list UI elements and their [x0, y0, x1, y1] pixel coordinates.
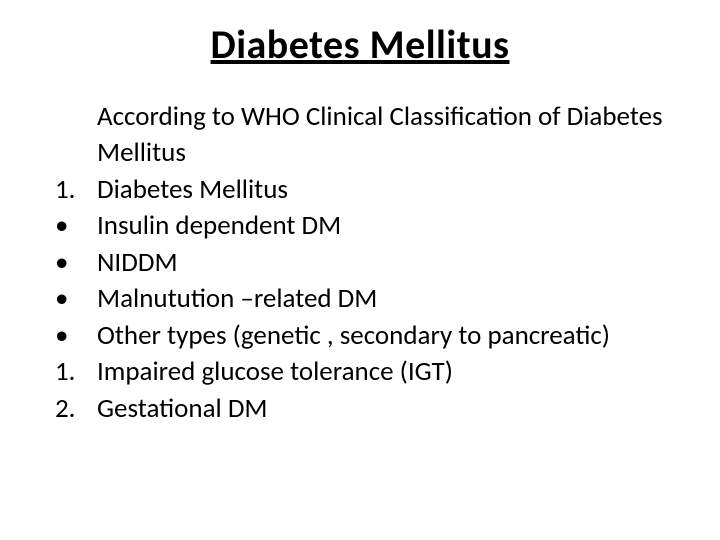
- slide-title: Diabetes Mellitus: [50, 20, 670, 69]
- list-item: 1. Impaired glucose tolerance (IGT): [50, 354, 670, 390]
- list-text: Insulin dependent DM: [97, 208, 670, 244]
- slide-container: Diabetes Mellitus According to WHO Clini…: [0, 0, 720, 540]
- list-marker: •: [50, 208, 97, 244]
- list-marker: 2.: [50, 391, 97, 427]
- list-marker: •: [50, 281, 97, 317]
- list-item: 2. Gestational DM: [50, 391, 670, 427]
- list-marker: 1.: [50, 172, 97, 208]
- list-text: Malnutution –related DM: [97, 281, 670, 317]
- list-text: NIDDM: [97, 245, 670, 281]
- intro-text: According to WHO Clinical Classification…: [50, 99, 670, 172]
- list-marker: 1.: [50, 354, 97, 390]
- list-item: 1. Diabetes Mellitus: [50, 172, 670, 208]
- list-item: • Malnutution –related DM: [50, 281, 670, 317]
- list-marker: •: [50, 245, 97, 281]
- list-item: • Insulin dependent DM: [50, 208, 670, 244]
- list-text: Diabetes Mellitus: [97, 172, 670, 208]
- slide-content: According to WHO Clinical Classification…: [50, 99, 670, 427]
- list-marker: •: [50, 318, 97, 354]
- list-item: • Other types (genetic , secondary to pa…: [50, 318, 670, 354]
- list-item: • NIDDM: [50, 245, 670, 281]
- list-text: Impaired glucose tolerance (IGT): [97, 354, 670, 390]
- list-text: Gestational DM: [97, 391, 670, 427]
- list-text: Other types (genetic , secondary to panc…: [97, 318, 670, 354]
